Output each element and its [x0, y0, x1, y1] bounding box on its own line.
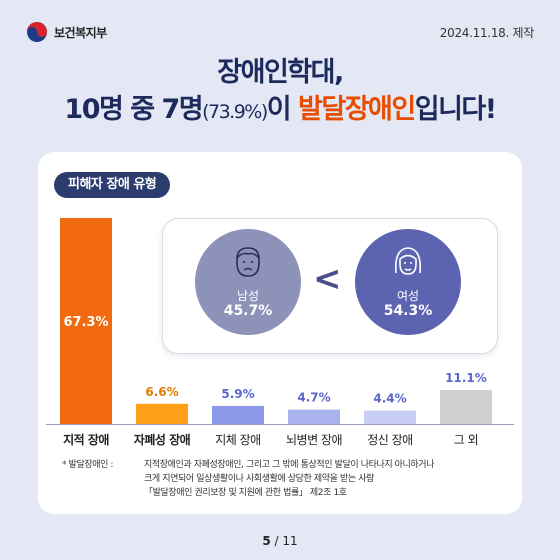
female-label: 여성 [396, 289, 420, 303]
header: 보건복지부 2024.11.18. 제작 [26, 18, 534, 46]
page-title: 장애인학대, 10명 중 7명(73.9%)이 발달장애인입니다! [0, 56, 560, 132]
bar [60, 218, 112, 424]
data-label: 5.9% [221, 387, 254, 401]
category-label: 정신 장애 [367, 433, 412, 447]
footnote-line-3: 「발달장애인 권리보장 및 지원에 관한 법률」 제2조 1호 [144, 488, 347, 498]
bar [136, 403, 188, 424]
ministry-name: 보건복지부 [54, 25, 107, 40]
male-label: 남성 [236, 289, 260, 303]
footnote-line-2: 크게 지연되어 일상생활이나 사회생활에 상당한 제약을 받는 사람 [144, 474, 374, 484]
less-than-symbol: < [313, 259, 342, 299]
title-particle: 이 [266, 94, 299, 125]
section-label: 피해자 장애 유형 [54, 172, 171, 198]
bar [440, 390, 492, 424]
production-date: 2024.11.18. 제작 [439, 25, 535, 40]
data-label: 4.7% [297, 391, 330, 405]
footnote-line-1: 지적장애인과 자폐성장애인, 그리고 그 밖에 통상적인 발달이 나타나지 아니… [144, 460, 435, 470]
category-label: 지체 장애 [215, 433, 260, 447]
bar [364, 410, 416, 424]
gender-comparison: 남성 45.7% < 여성 54.3% [162, 218, 498, 354]
title-ending: 입니다! [414, 94, 497, 125]
female-value: 54.3% [383, 303, 433, 319]
title-count: 10명 중 7명 [64, 94, 203, 125]
category-label: 지적 장애 [63, 432, 109, 447]
footnote-label: * 발달장애인 : [62, 460, 114, 470]
page-indicator: 5 / 11 [0, 534, 560, 548]
male-circle: 남성 45.7% [195, 229, 301, 335]
chart-card: 피해자 장애 유형 67.3% 지적 장애 6.6% 자폐성 장애 5.9% 지체 장애 4… [38, 152, 522, 514]
total-pages: / 11 [274, 534, 298, 548]
title-highlight: 발달장애인 [298, 94, 416, 125]
ministry-brand: 보건복지부 [26, 21, 107, 43]
data-label: 4.4% [373, 392, 406, 406]
title-line-1: 장애인학대, [217, 57, 344, 88]
category-label: 뇌병변 장애 [286, 433, 342, 447]
footnote-row: * 발달장애인 : 지적장애인과 자폐성장애인, 그리고 그 밖에 통상적인 발… [62, 458, 512, 472]
footnote: * 발달장애인 : 지적장애인과 자폐성장애인, 그리고 그 밖에 통상적인 발… [62, 458, 512, 500]
female-person-icon [394, 247, 422, 275]
male-person-icon [236, 247, 260, 277]
title-line-2: 10명 중 7명(73.9%)이 발달장애인입니다! [0, 90, 560, 132]
data-label: 11.1% [445, 371, 487, 385]
current-page: 5 [262, 534, 271, 548]
taegeuk-logo-icon [27, 22, 47, 42]
bar [212, 405, 264, 424]
bar-chart: 67.3% 지적 장애 6.6% 자폐성 장애 5.9% 지체 장애 4.7% 뇌병변 장애 4… [46, 218, 514, 447]
female-circle: 여성 54.3% [355, 229, 461, 335]
data-label: 67.3% [63, 315, 108, 330]
category-label: 자폐성 장애 [134, 432, 191, 447]
category-label: 그 외 [454, 433, 478, 447]
title-percent: (73.9%) [202, 101, 268, 123]
data-label: 6.6% [145, 385, 178, 399]
bar [288, 409, 340, 424]
male-value: 45.7% [223, 303, 273, 319]
